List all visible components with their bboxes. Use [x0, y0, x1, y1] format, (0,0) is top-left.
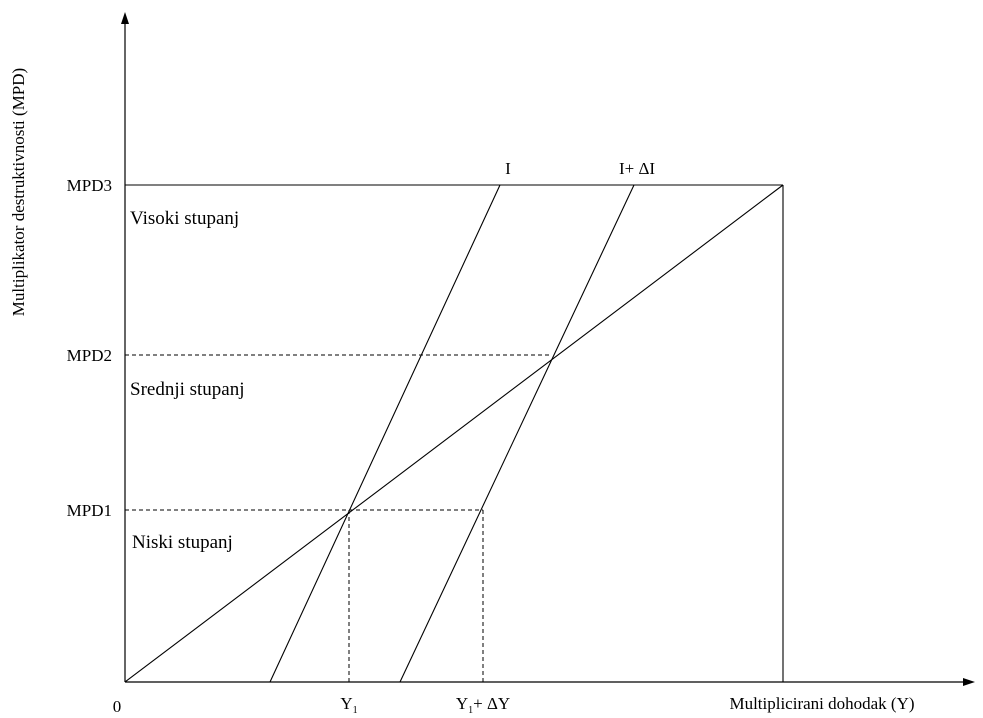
diagonal-line	[124, 184, 784, 683]
region-high-label: Visoki stupanj	[130, 208, 239, 229]
mpd1-label: MPD1	[67, 501, 112, 520]
origin-label: 0	[113, 697, 122, 716]
y-axis-arrow	[121, 12, 129, 24]
y1-dy-label: Y1+ ΔY	[456, 694, 510, 716]
y1-label: Y1	[340, 694, 357, 716]
curve-i-label: I	[505, 159, 511, 178]
x-axis-arrow	[963, 678, 975, 686]
region-low-label: Niski stupanj	[132, 532, 233, 553]
curve-i-plus-di	[399, 184, 635, 683]
curve-i-plus-label: I+ ΔI	[619, 159, 655, 178]
region-medium-label: Srednji stupanj	[130, 379, 245, 400]
mpd3-label: MPD3	[67, 176, 112, 195]
mpd2-label: MPD2	[67, 346, 112, 365]
x-axis-label: Multiplicirani dohodak (Y)	[729, 694, 914, 713]
y-axis-label: Multiplikator destruktivnosti (MPD)	[9, 68, 28, 316]
curve-i	[269, 184, 501, 683]
